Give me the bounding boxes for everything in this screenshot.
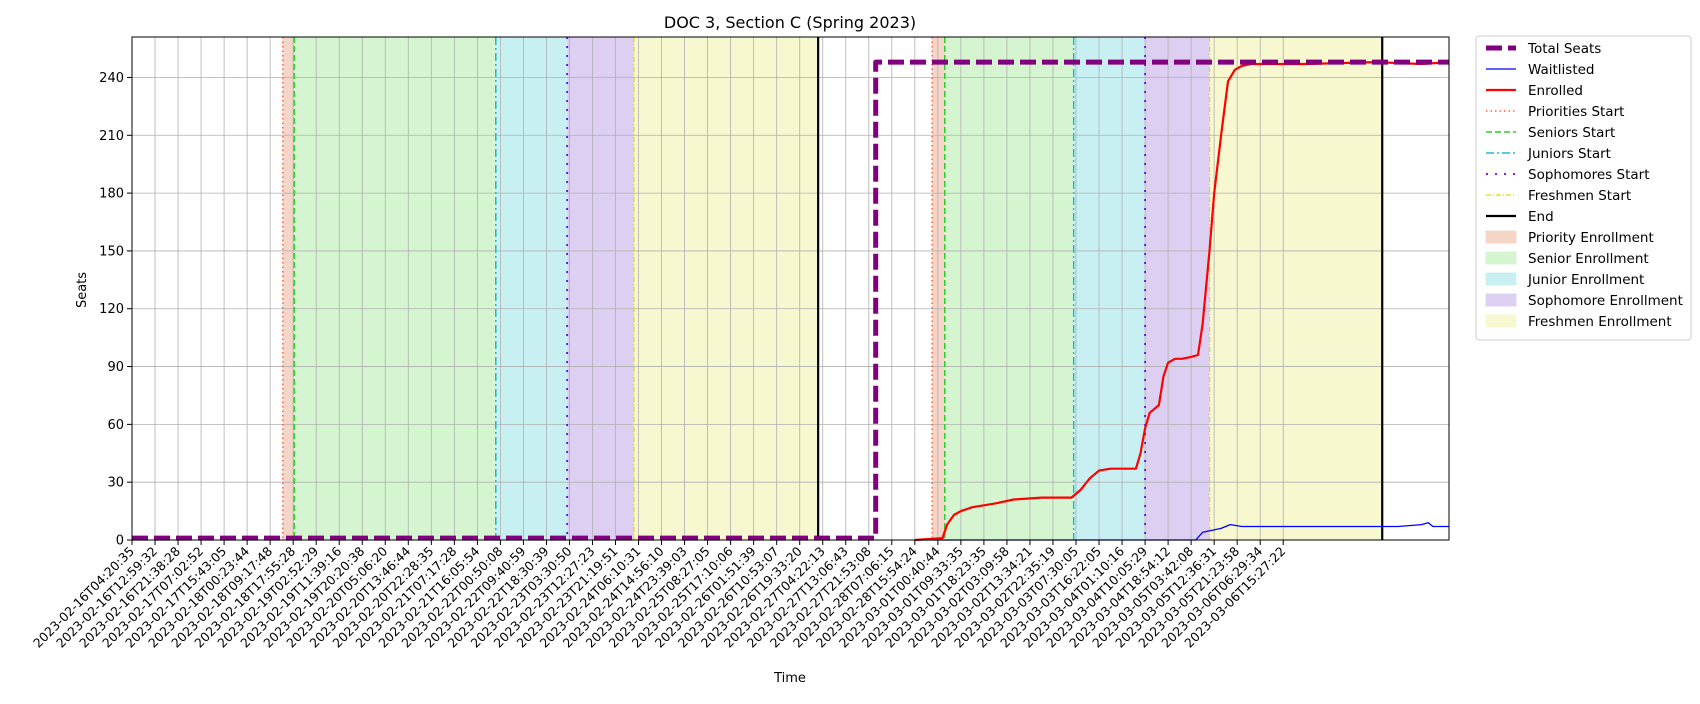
legend-label: Sophomore Enrollment (1528, 293, 1683, 309)
y-tick-label: 90 (107, 360, 124, 375)
legend-label: Freshmen Enrollment (1528, 314, 1672, 330)
y-tick-label: 0 (116, 534, 124, 549)
y-tick-label: 150 (99, 244, 124, 259)
legend-swatch (1485, 251, 1517, 265)
region-senior-enrollment-0 (294, 37, 496, 540)
region-junior-enrollment-1 (1073, 37, 1146, 540)
series-line-total-seats (132, 59, 1449, 541)
y-tick-label: 60 (107, 418, 124, 433)
legend-swatch (1485, 293, 1517, 307)
region-junior-enrollment-0 (495, 37, 568, 540)
legend: Total Seats Waitlisted Enrolled Priorities … (1475, 35, 1692, 341)
legend-box (1475, 35, 1692, 341)
enrollment-regions (282, 37, 1383, 540)
y-tick-label: 120 (99, 302, 124, 317)
region-priority-enrollment-1 (932, 37, 945, 540)
plot-frame (131, 36, 1450, 541)
y-tick-label: 240 (99, 71, 124, 86)
series-line-enrolled (914, 60, 1450, 542)
series-lines (132, 59, 1450, 542)
legend-label: Junior Enrollment (1527, 272, 1644, 288)
legend-label: Seniors Start (1528, 125, 1615, 141)
legend-label: Priorities Start (1528, 104, 1624, 120)
legend-label: Priority Enrollment (1528, 230, 1654, 246)
y-tick-label: 210 (99, 129, 124, 144)
region-senior-enrollment-1 (944, 37, 1074, 540)
legend-swatch (1485, 272, 1517, 286)
legend-label: End (1528, 209, 1554, 225)
grid-lines (131, 37, 1449, 541)
legend-label: Total Seats (1527, 41, 1601, 57)
legend-label: Juniors Start (1527, 146, 1611, 162)
region-freshmen-enrollment-0 (633, 37, 819, 540)
region-priority-enrollment-0 (282, 37, 295, 540)
legend-label: Enrolled (1528, 83, 1583, 99)
chart-title: DOC 3, Section C (Spring 2023) (664, 13, 916, 32)
series-line-waitlisted (914, 522, 1449, 541)
y-tick-label: 30 (107, 476, 124, 491)
y-tick-label: 180 (99, 187, 124, 202)
x-axis-label: Time (773, 671, 806, 686)
region-sophomore-enrollment-1 (1145, 37, 1210, 540)
region-freshmen-enrollment-1 (1209, 37, 1383, 540)
legend-label: Sophomores Start (1528, 167, 1650, 183)
region-sophomore-enrollment-0 (567, 37, 634, 540)
legend-label: Waitlisted (1528, 62, 1595, 78)
y-axis-label: Seats (75, 272, 90, 308)
legend-label: Freshmen Start (1528, 188, 1631, 204)
phase-start-lines (282, 37, 1384, 540)
legend-swatch (1485, 314, 1517, 328)
legend-label: Senior Enrollment (1528, 251, 1649, 267)
axes: 03060901201501802102402023-02-16T04:20:3… (30, 36, 1450, 651)
legend-swatch (1485, 230, 1517, 244)
